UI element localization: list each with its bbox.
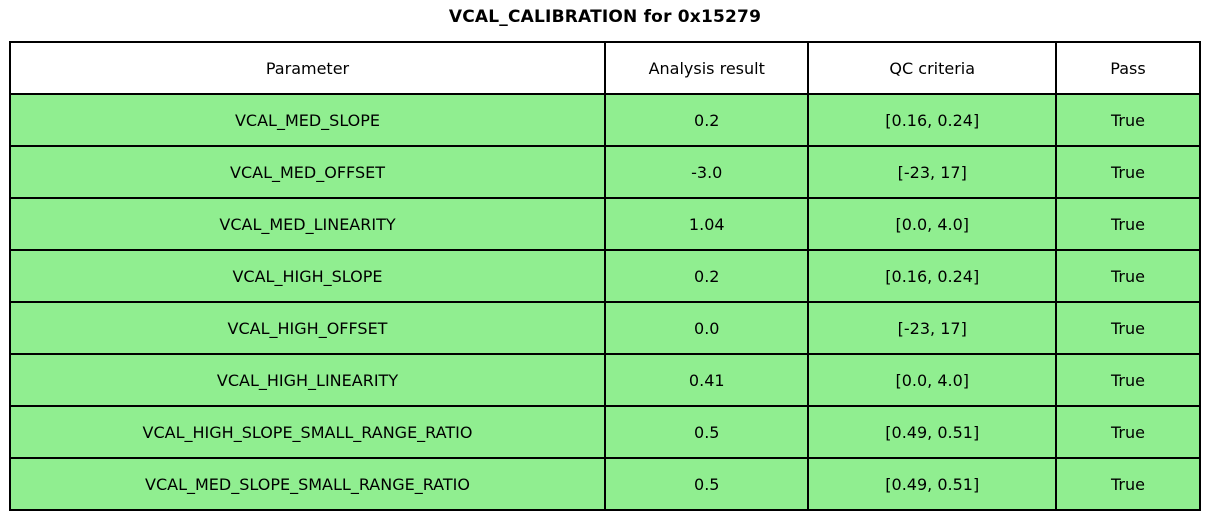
- pass-cell: True: [1055, 93, 1201, 147]
- param-cell: VCAL_MED_OFFSET: [9, 145, 606, 199]
- table-row: VCAL_MED_OFFSET -3.0 [-23, 17] True: [9, 145, 1201, 199]
- criteria-cell: [-23, 17]: [807, 301, 1057, 355]
- table-row: VCAL_MED_SLOPE_SMALL_RANGE_RATIO 0.5 [0.…: [9, 457, 1201, 511]
- result-cell: 0.2: [603, 93, 810, 147]
- pass-cell: True: [1055, 353, 1201, 407]
- param-cell: VCAL_HIGH_LINEARITY: [9, 353, 606, 407]
- pass-cell: True: [1055, 301, 1201, 355]
- criteria-cell: [-23, 17]: [807, 145, 1057, 199]
- col-header-pass: Pass: [1055, 41, 1201, 95]
- criteria-cell: [0.49, 0.51]: [807, 457, 1057, 511]
- param-cell: VCAL_HIGH_OFFSET: [9, 301, 606, 355]
- criteria-cell: [0.0, 4.0]: [807, 197, 1057, 251]
- result-cell: -3.0: [603, 145, 810, 199]
- result-cell: 0.5: [603, 457, 810, 511]
- pass-cell: True: [1055, 197, 1201, 251]
- pass-cell: True: [1055, 405, 1201, 459]
- param-cell: VCAL_MED_LINEARITY: [9, 197, 606, 251]
- criteria-cell: [0.0, 4.0]: [807, 353, 1057, 407]
- pass-cell: True: [1055, 249, 1201, 303]
- param-cell: VCAL_HIGH_SLOPE_SMALL_RANGE_RATIO: [9, 405, 606, 459]
- param-cell: VCAL_MED_SLOPE_SMALL_RANGE_RATIO: [9, 457, 606, 511]
- table-row: VCAL_MED_SLOPE 0.2 [0.16, 0.24] True: [9, 93, 1201, 147]
- table-header-row: Parameter Analysis result QC criteria Pa…: [9, 41, 1201, 95]
- result-cell: 0.5: [603, 405, 810, 459]
- param-cell: VCAL_HIGH_SLOPE: [9, 249, 606, 303]
- criteria-cell: [0.16, 0.24]: [807, 93, 1057, 147]
- criteria-cell: [0.16, 0.24]: [807, 249, 1057, 303]
- col-header-qc-criteria: QC criteria: [807, 41, 1057, 95]
- table-row: VCAL_HIGH_OFFSET 0.0 [-23, 17] True: [9, 301, 1201, 355]
- table-row: VCAL_HIGH_SLOPE 0.2 [0.16, 0.24] True: [9, 249, 1201, 303]
- result-cell: 0.2: [603, 249, 810, 303]
- table-row: VCAL_MED_LINEARITY 1.04 [0.0, 4.0] True: [9, 197, 1201, 251]
- table-row: VCAL_HIGH_LINEARITY 0.41 [0.0, 4.0] True: [9, 353, 1201, 407]
- pass-cell: True: [1055, 145, 1201, 199]
- figure-title: VCAL_CALIBRATION for 0x15279: [448, 7, 762, 27]
- qc-table: Parameter Analysis result QC criteria Pa…: [9, 41, 1201, 511]
- col-header-analysis-result: Analysis result: [603, 41, 810, 95]
- criteria-cell: [0.49, 0.51]: [807, 405, 1057, 459]
- col-header-parameter: Parameter: [9, 41, 606, 95]
- result-cell: 0.41: [603, 353, 810, 407]
- table-row: VCAL_HIGH_SLOPE_SMALL_RANGE_RATIO 0.5 [0…: [9, 405, 1201, 459]
- result-cell: 0.0: [603, 301, 810, 355]
- result-cell: 1.04: [603, 197, 810, 251]
- pass-cell: True: [1055, 457, 1201, 511]
- param-cell: VCAL_MED_SLOPE: [9, 93, 606, 147]
